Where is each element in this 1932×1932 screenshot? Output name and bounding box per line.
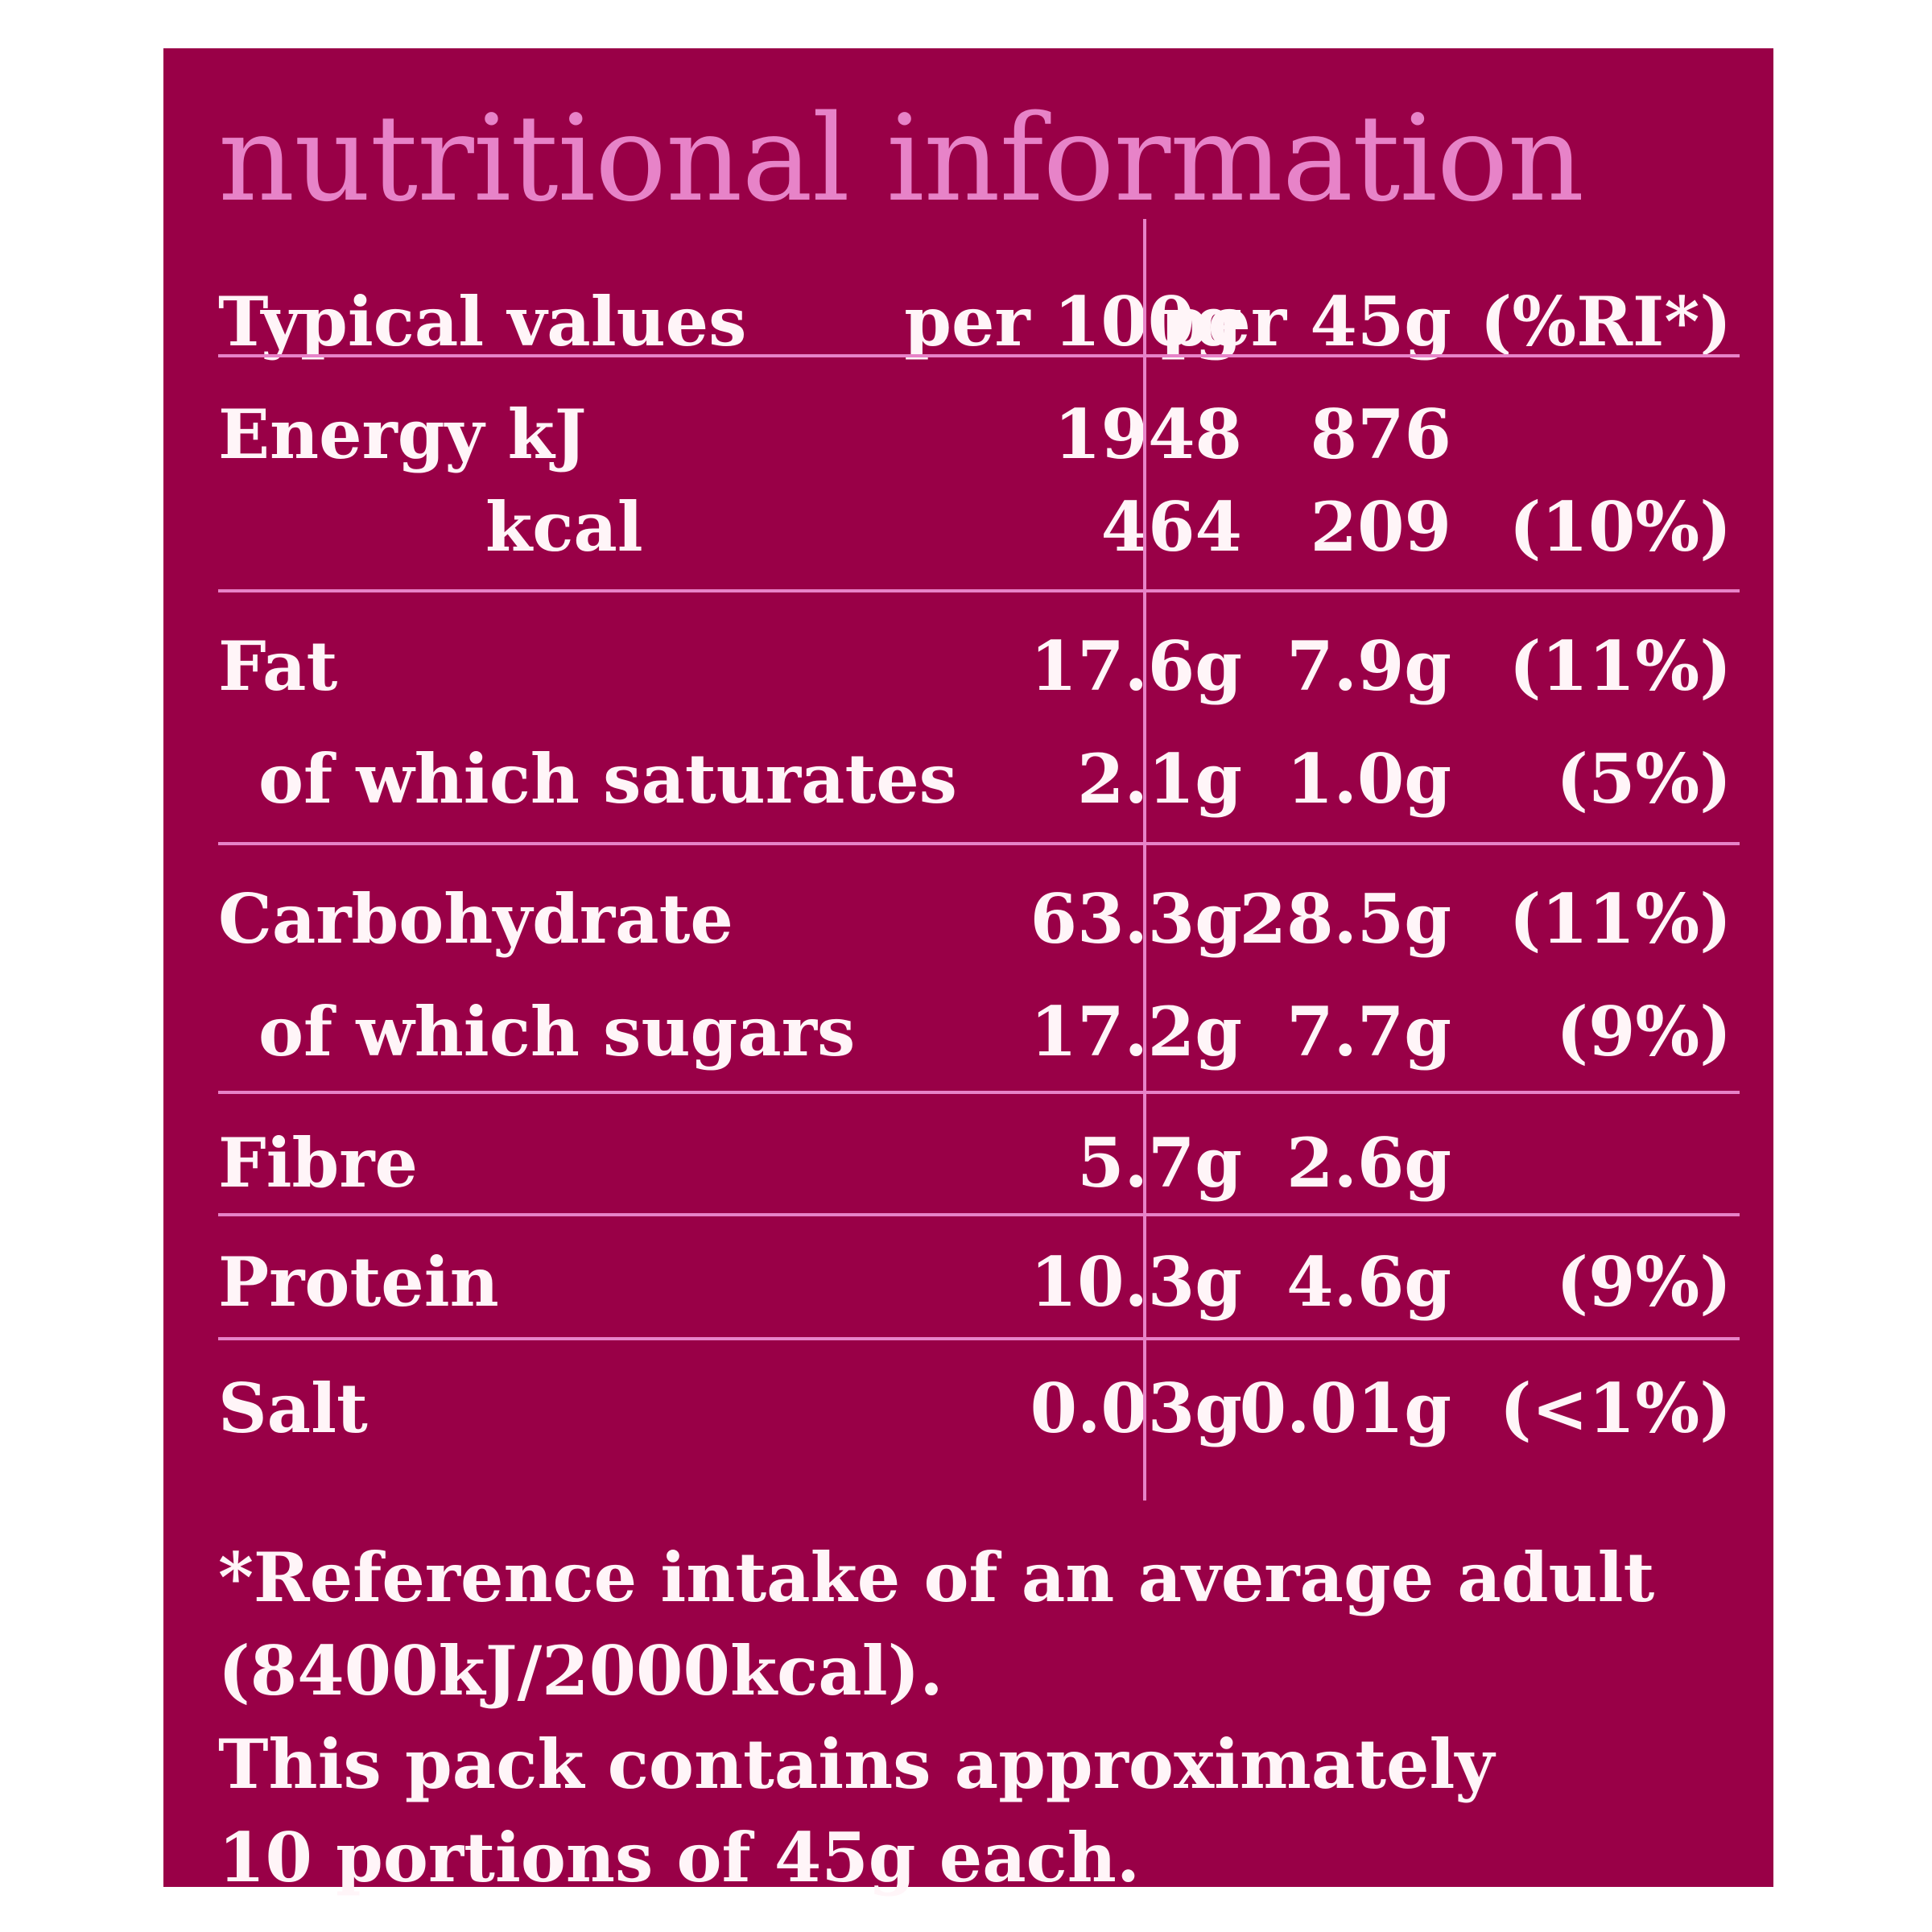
row-label-carbohydrate: Carbohydrate <box>218 879 733 959</box>
row-value-per-45g: 209 <box>1310 487 1451 567</box>
row-value-per-100g: 2.1g <box>1077 739 1242 819</box>
row-label-sugars: of which sugars <box>258 992 856 1071</box>
row-value-per-100g: 17.2g <box>1030 992 1242 1071</box>
row-value-per-45g: 7.9g <box>1286 626 1451 706</box>
row-value-per-100g: 63.3g <box>1030 879 1242 959</box>
row-label-saturates: of which saturates <box>258 739 957 819</box>
row-label-protein: Protein <box>218 1242 499 1322</box>
row-value-ri: (9%) <box>1556 992 1732 1071</box>
row-value-per-45g: 7.7g <box>1286 992 1451 1071</box>
row-value-per-100g: 17.6g <box>1030 626 1242 706</box>
row-value-per-45g: 876 <box>1310 394 1451 474</box>
header-per-45g: per 45g <box>1160 282 1451 361</box>
footnote-line: *Reference intake of an average adult <box>218 1538 1655 1617</box>
divider <box>218 842 1740 845</box>
row-value-per-100g: 464 <box>1100 487 1242 567</box>
footnote-line: (8400kJ/2000kcal). <box>218 1631 943 1711</box>
row-label-kcal: kcal <box>485 487 643 567</box>
label-title: nutritional information <box>218 89 1584 228</box>
row-value-per-100g: 5.7g <box>1077 1123 1242 1203</box>
row-label-fibre: Fibre <box>218 1123 418 1203</box>
row-value-per-45g: 4.6g <box>1286 1242 1451 1322</box>
row-value-ri: (10%) <box>1509 487 1732 567</box>
nutrition-label: nutritional information Typical values p… <box>163 48 1773 1897</box>
row-value-per-45g: 1.0g <box>1286 739 1451 819</box>
row-value-per-45g: 28.5g <box>1239 879 1451 959</box>
header-ri: (%RI*) <box>1480 282 1732 361</box>
footnote-line: This pack contains approximately <box>218 1724 1495 1804</box>
row-value-per-100g: 0.03g <box>1030 1368 1242 1448</box>
divider <box>218 354 1740 357</box>
row-label-fat: Fat <box>218 626 338 706</box>
header-per-100g: per 100g <box>904 282 1242 361</box>
row-value-per-100g: 1948 <box>1054 394 1242 474</box>
footnote-line: 10 portions of 45g each. <box>218 1818 1141 1897</box>
row-value-ri: (5%) <box>1556 739 1732 819</box>
row-value-per-45g: 0.01g <box>1239 1368 1451 1448</box>
row-value-per-45g: 2.6g <box>1286 1123 1451 1203</box>
row-value-ri: (11%) <box>1509 879 1732 959</box>
header-typical-values: Typical values <box>218 282 747 361</box>
row-value-ri: (9%) <box>1556 1242 1732 1322</box>
row-value-per-100g: 10.3g <box>1030 1242 1242 1322</box>
row-label-salt: Salt <box>218 1368 368 1448</box>
row-value-ri: (<1%) <box>1499 1368 1732 1448</box>
footnote: *Reference intake of an average adult (8… <box>218 1531 1654 1905</box>
divider <box>218 1213 1740 1216</box>
row-label-energy-kj: Energy kJ <box>218 394 587 474</box>
divider <box>218 1091 1740 1094</box>
divider <box>218 589 1740 592</box>
column-divider <box>1143 219 1146 1501</box>
row-value-ri: (11%) <box>1509 626 1732 706</box>
divider <box>218 1337 1740 1340</box>
